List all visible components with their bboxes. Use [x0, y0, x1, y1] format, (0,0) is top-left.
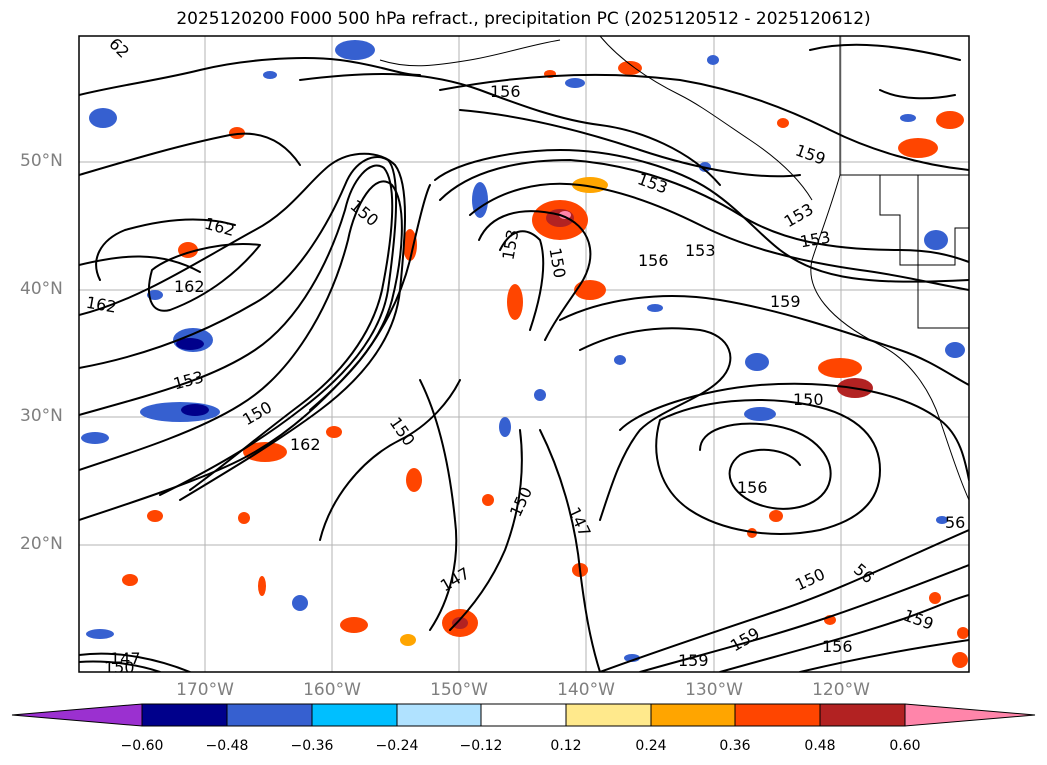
- colorbar-extend-max: [904, 703, 1036, 727]
- colorbar-tick-label: −0.36: [290, 738, 334, 754]
- colorbar-segment: [396, 703, 482, 727]
- contour-label: 156: [822, 637, 853, 656]
- precip-negative: [81, 40, 965, 662]
- contour-label: 159: [770, 292, 801, 311]
- map-area: 62 156 159 153 150 162 162 162 153 156 1…: [79, 36, 969, 677]
- contour-label: 159: [678, 651, 709, 670]
- lon-label: 170°W: [176, 680, 234, 700]
- contour-label: 156: [490, 82, 521, 101]
- colorbar-tick-label: −0.60: [120, 738, 164, 754]
- colorbar-tick-label: 0.24: [635, 738, 667, 754]
- lat-label: 30°N: [20, 406, 63, 426]
- contour-label: 162: [290, 435, 321, 454]
- colorbar-segment: [480, 703, 567, 727]
- contour-label: 150: [104, 658, 135, 677]
- map-title: 2025120200 F000 500 hPa refract., precip…: [176, 9, 871, 29]
- colorbar-tick-label: 0.60: [889, 738, 921, 754]
- coastlines: [379, 36, 969, 501]
- map-frame: [78, 35, 970, 673]
- contour-label: 56: [945, 513, 965, 532]
- colorbar-tick-label: 0.48: [804, 738, 836, 754]
- contour-label: 153: [685, 241, 716, 260]
- lon-label: 150°W: [430, 680, 488, 700]
- colorbar-segment: [734, 703, 821, 727]
- contour-label: 156: [737, 478, 768, 497]
- colorbar-tick-label: −0.12: [459, 738, 503, 754]
- contour-label: 150: [793, 390, 824, 409]
- colorbar: [11, 703, 1036, 727]
- lon-label: 120°W: [812, 680, 870, 700]
- lon-label: 130°W: [685, 680, 743, 700]
- contour-label: 162: [174, 277, 205, 296]
- colorbar-segment: [226, 703, 313, 727]
- colorbar-tick-label: −0.24: [375, 738, 419, 754]
- lat-label: 20°N: [20, 534, 63, 554]
- colorbar-segment: [311, 703, 398, 727]
- colorbar-segment: [565, 703, 652, 727]
- lon-label: 140°W: [557, 680, 615, 700]
- colorbar-tick-label: 0.12: [550, 738, 582, 754]
- lat-label: 50°N: [20, 151, 63, 171]
- refractivity-contours: [79, 43, 969, 672]
- contour-label: 156: [638, 251, 669, 270]
- colorbar-extend-min: [11, 703, 143, 727]
- colorbar-segment: [141, 703, 228, 727]
- colorbar-tick-label: 0.36: [719, 738, 751, 754]
- colorbar-segment: [650, 703, 736, 727]
- colorbar-tick-label: −0.48: [205, 738, 249, 754]
- colorbar-segment: [819, 703, 906, 727]
- contour-label: 147: [110, 649, 141, 668]
- lon-label: 160°W: [303, 680, 361, 700]
- lat-label: 40°N: [20, 279, 63, 299]
